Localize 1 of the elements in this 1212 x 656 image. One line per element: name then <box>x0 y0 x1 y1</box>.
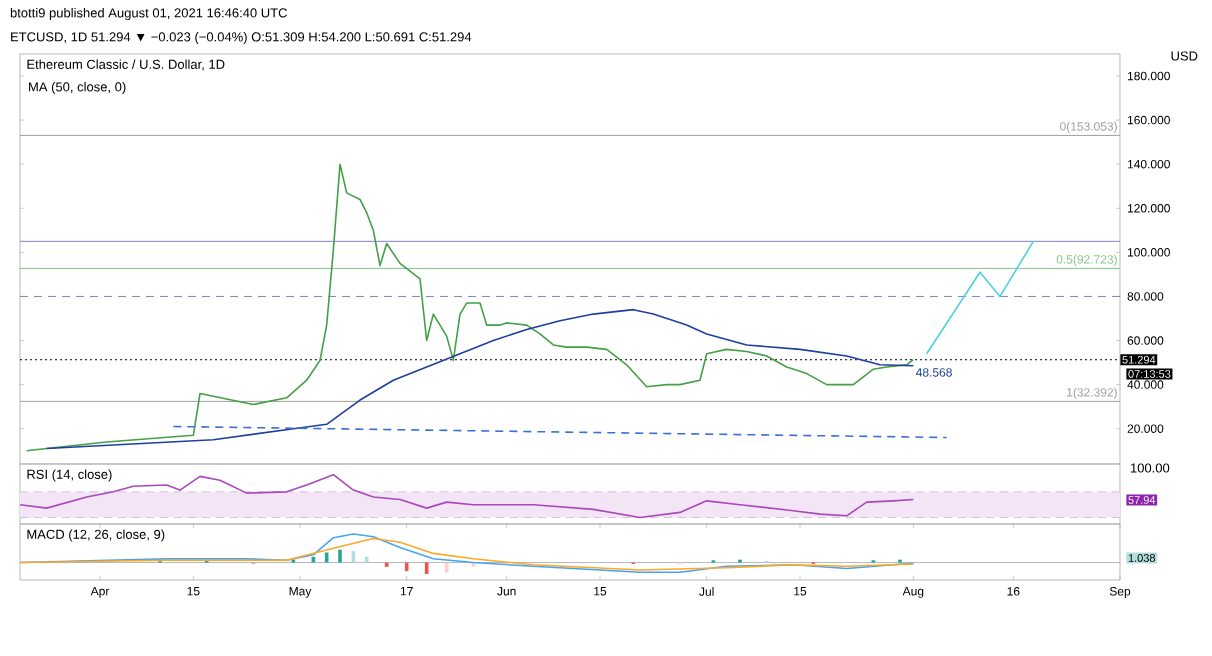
line-series <box>925 240 1035 355</box>
